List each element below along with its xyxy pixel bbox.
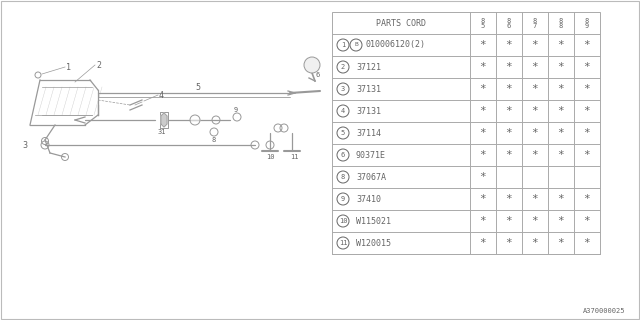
Text: *: * — [557, 62, 564, 72]
Text: *: * — [479, 238, 486, 248]
Text: *: * — [506, 106, 513, 116]
Text: *: * — [479, 40, 486, 50]
Text: A370000025: A370000025 — [582, 308, 625, 314]
Text: 4: 4 — [341, 108, 345, 114]
Polygon shape — [161, 113, 167, 127]
Text: 37131: 37131 — [356, 107, 381, 116]
Text: W115021: W115021 — [356, 217, 391, 226]
Text: *: * — [532, 84, 538, 94]
Text: *: * — [584, 194, 590, 204]
Text: 8: 8 — [481, 18, 485, 24]
Text: *: * — [479, 172, 486, 182]
Text: 9: 9 — [585, 23, 589, 29]
Text: 1: 1 — [341, 42, 345, 48]
Text: *: * — [479, 216, 486, 226]
Text: *: * — [557, 216, 564, 226]
Circle shape — [304, 57, 320, 73]
Bar — [332, 12, 600, 254]
Text: *: * — [557, 238, 564, 248]
Text: *: * — [479, 84, 486, 94]
Text: *: * — [479, 106, 486, 116]
Text: 8: 8 — [585, 18, 589, 24]
Text: 11: 11 — [290, 154, 298, 160]
Text: *: * — [532, 216, 538, 226]
Text: *: * — [532, 128, 538, 138]
Text: *: * — [584, 62, 590, 72]
Text: W120015: W120015 — [356, 238, 391, 247]
Text: 5: 5 — [195, 84, 200, 92]
Text: 1: 1 — [66, 62, 71, 71]
Text: 010006120(2): 010006120(2) — [366, 41, 426, 50]
Text: 6: 6 — [341, 152, 345, 158]
Text: *: * — [532, 40, 538, 50]
Text: *: * — [584, 150, 590, 160]
Text: 37067A: 37067A — [356, 172, 386, 181]
Text: *: * — [506, 216, 513, 226]
Text: PARTS CORD: PARTS CORD — [376, 19, 426, 28]
Text: *: * — [532, 238, 538, 248]
Text: 5: 5 — [341, 130, 345, 136]
Text: *: * — [479, 194, 486, 204]
Text: 10: 10 — [339, 218, 348, 224]
Text: *: * — [532, 106, 538, 116]
Text: *: * — [584, 238, 590, 248]
Text: *: * — [506, 150, 513, 160]
Text: 37121: 37121 — [356, 62, 381, 71]
Text: *: * — [557, 40, 564, 50]
Text: 7: 7 — [533, 23, 537, 29]
Text: *: * — [557, 128, 564, 138]
Text: 31: 31 — [158, 129, 166, 135]
Text: 8: 8 — [559, 18, 563, 24]
Text: 8: 8 — [341, 174, 345, 180]
Text: *: * — [584, 84, 590, 94]
Text: *: * — [506, 194, 513, 204]
Text: *: * — [506, 62, 513, 72]
Text: *: * — [506, 40, 513, 50]
Text: 4: 4 — [159, 91, 164, 100]
Text: 37114: 37114 — [356, 129, 381, 138]
Text: 6: 6 — [316, 72, 320, 78]
Text: 10: 10 — [266, 154, 275, 160]
Text: *: * — [584, 216, 590, 226]
Text: *: * — [479, 62, 486, 72]
Text: *: * — [479, 128, 486, 138]
Text: 5: 5 — [481, 23, 485, 29]
Text: 8: 8 — [559, 23, 563, 29]
Text: *: * — [532, 194, 538, 204]
Text: *: * — [479, 150, 486, 160]
Text: *: * — [557, 194, 564, 204]
Text: *: * — [506, 128, 513, 138]
Text: 6: 6 — [507, 23, 511, 29]
Text: *: * — [532, 62, 538, 72]
Text: 2: 2 — [341, 64, 345, 70]
Text: *: * — [557, 106, 564, 116]
Text: 2: 2 — [96, 60, 101, 69]
Text: *: * — [506, 84, 513, 94]
Text: 90371E: 90371E — [356, 150, 386, 159]
Text: *: * — [584, 128, 590, 138]
Text: 37131: 37131 — [356, 84, 381, 93]
Text: *: * — [506, 238, 513, 248]
Text: 9: 9 — [234, 107, 238, 113]
Text: 8: 8 — [211, 137, 215, 143]
Text: *: * — [584, 40, 590, 50]
Text: *: * — [557, 84, 564, 94]
Text: *: * — [557, 150, 564, 160]
Text: 3: 3 — [22, 140, 27, 149]
Text: 11: 11 — [339, 240, 348, 246]
Text: 8: 8 — [533, 18, 537, 24]
Text: *: * — [584, 106, 590, 116]
Text: 3: 3 — [341, 86, 345, 92]
Text: *: * — [532, 150, 538, 160]
Text: 8: 8 — [507, 18, 511, 24]
Text: 9: 9 — [341, 196, 345, 202]
Text: B: B — [354, 43, 358, 47]
Text: 37410: 37410 — [356, 195, 381, 204]
